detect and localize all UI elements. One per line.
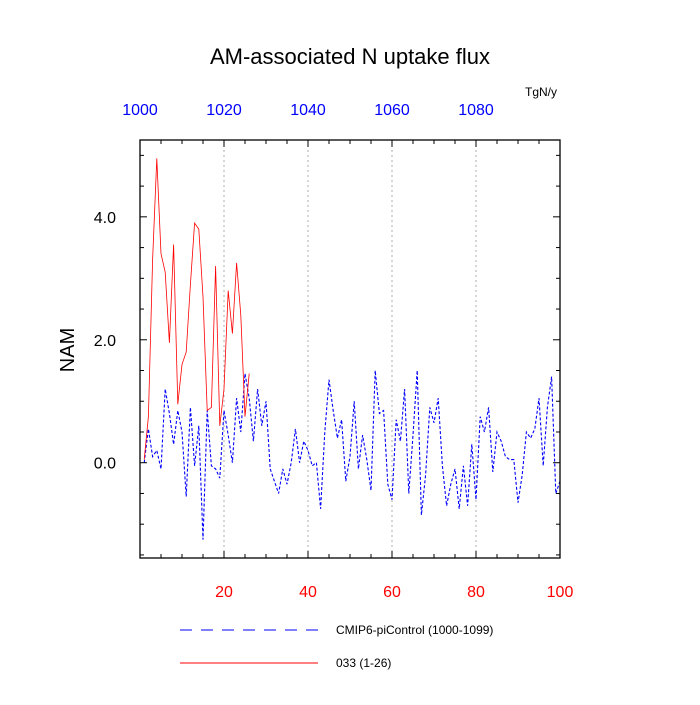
x-tick-label-bottom: 60 bbox=[383, 584, 401, 601]
x-tick-label-bottom: 80 bbox=[467, 584, 485, 601]
y-tick-label: 2.0 bbox=[94, 333, 116, 350]
grid-lines bbox=[223, 140, 477, 558]
x-tick-label-bottom: 20 bbox=[215, 584, 233, 601]
x-tick-label-top: 1000 bbox=[122, 102, 158, 119]
chart-title: AM-associated N uptake flux bbox=[210, 44, 490, 69]
x-tick-label-top: 1060 bbox=[374, 102, 410, 119]
series-layer bbox=[143, 158, 561, 540]
x-tick-label-top: 1080 bbox=[458, 102, 494, 119]
plot-frame bbox=[139, 139, 561, 559]
x-tick-label-top: 1020 bbox=[206, 102, 242, 119]
y-tick-label: 0.0 bbox=[94, 456, 116, 473]
legend-label: 033 (1-26) bbox=[336, 656, 391, 670]
y-tick-label: 4.0 bbox=[94, 210, 116, 227]
axis-tick-labels: 20 40 60 80 100 1000 1020 1040 1060 1080 0.0 2.0 4.0 bbox=[94, 102, 574, 601]
y-axis-label: NAM bbox=[57, 328, 79, 372]
x-tick-label-bottom: 40 bbox=[299, 584, 317, 601]
x-tick-label-top: 1040 bbox=[290, 102, 326, 119]
x-tick-label-bottom: 100 bbox=[547, 584, 574, 601]
legend: CMIP6-piControl (1000-1099) 033 (1-26) bbox=[180, 623, 493, 670]
series-line-2 bbox=[143, 158, 250, 460]
axis-ticks bbox=[139, 140, 561, 558]
legend-label: CMIP6-piControl (1000-1099) bbox=[336, 623, 493, 637]
series-line-1 bbox=[143, 370, 561, 540]
units-label: TgN/y bbox=[525, 85, 557, 99]
